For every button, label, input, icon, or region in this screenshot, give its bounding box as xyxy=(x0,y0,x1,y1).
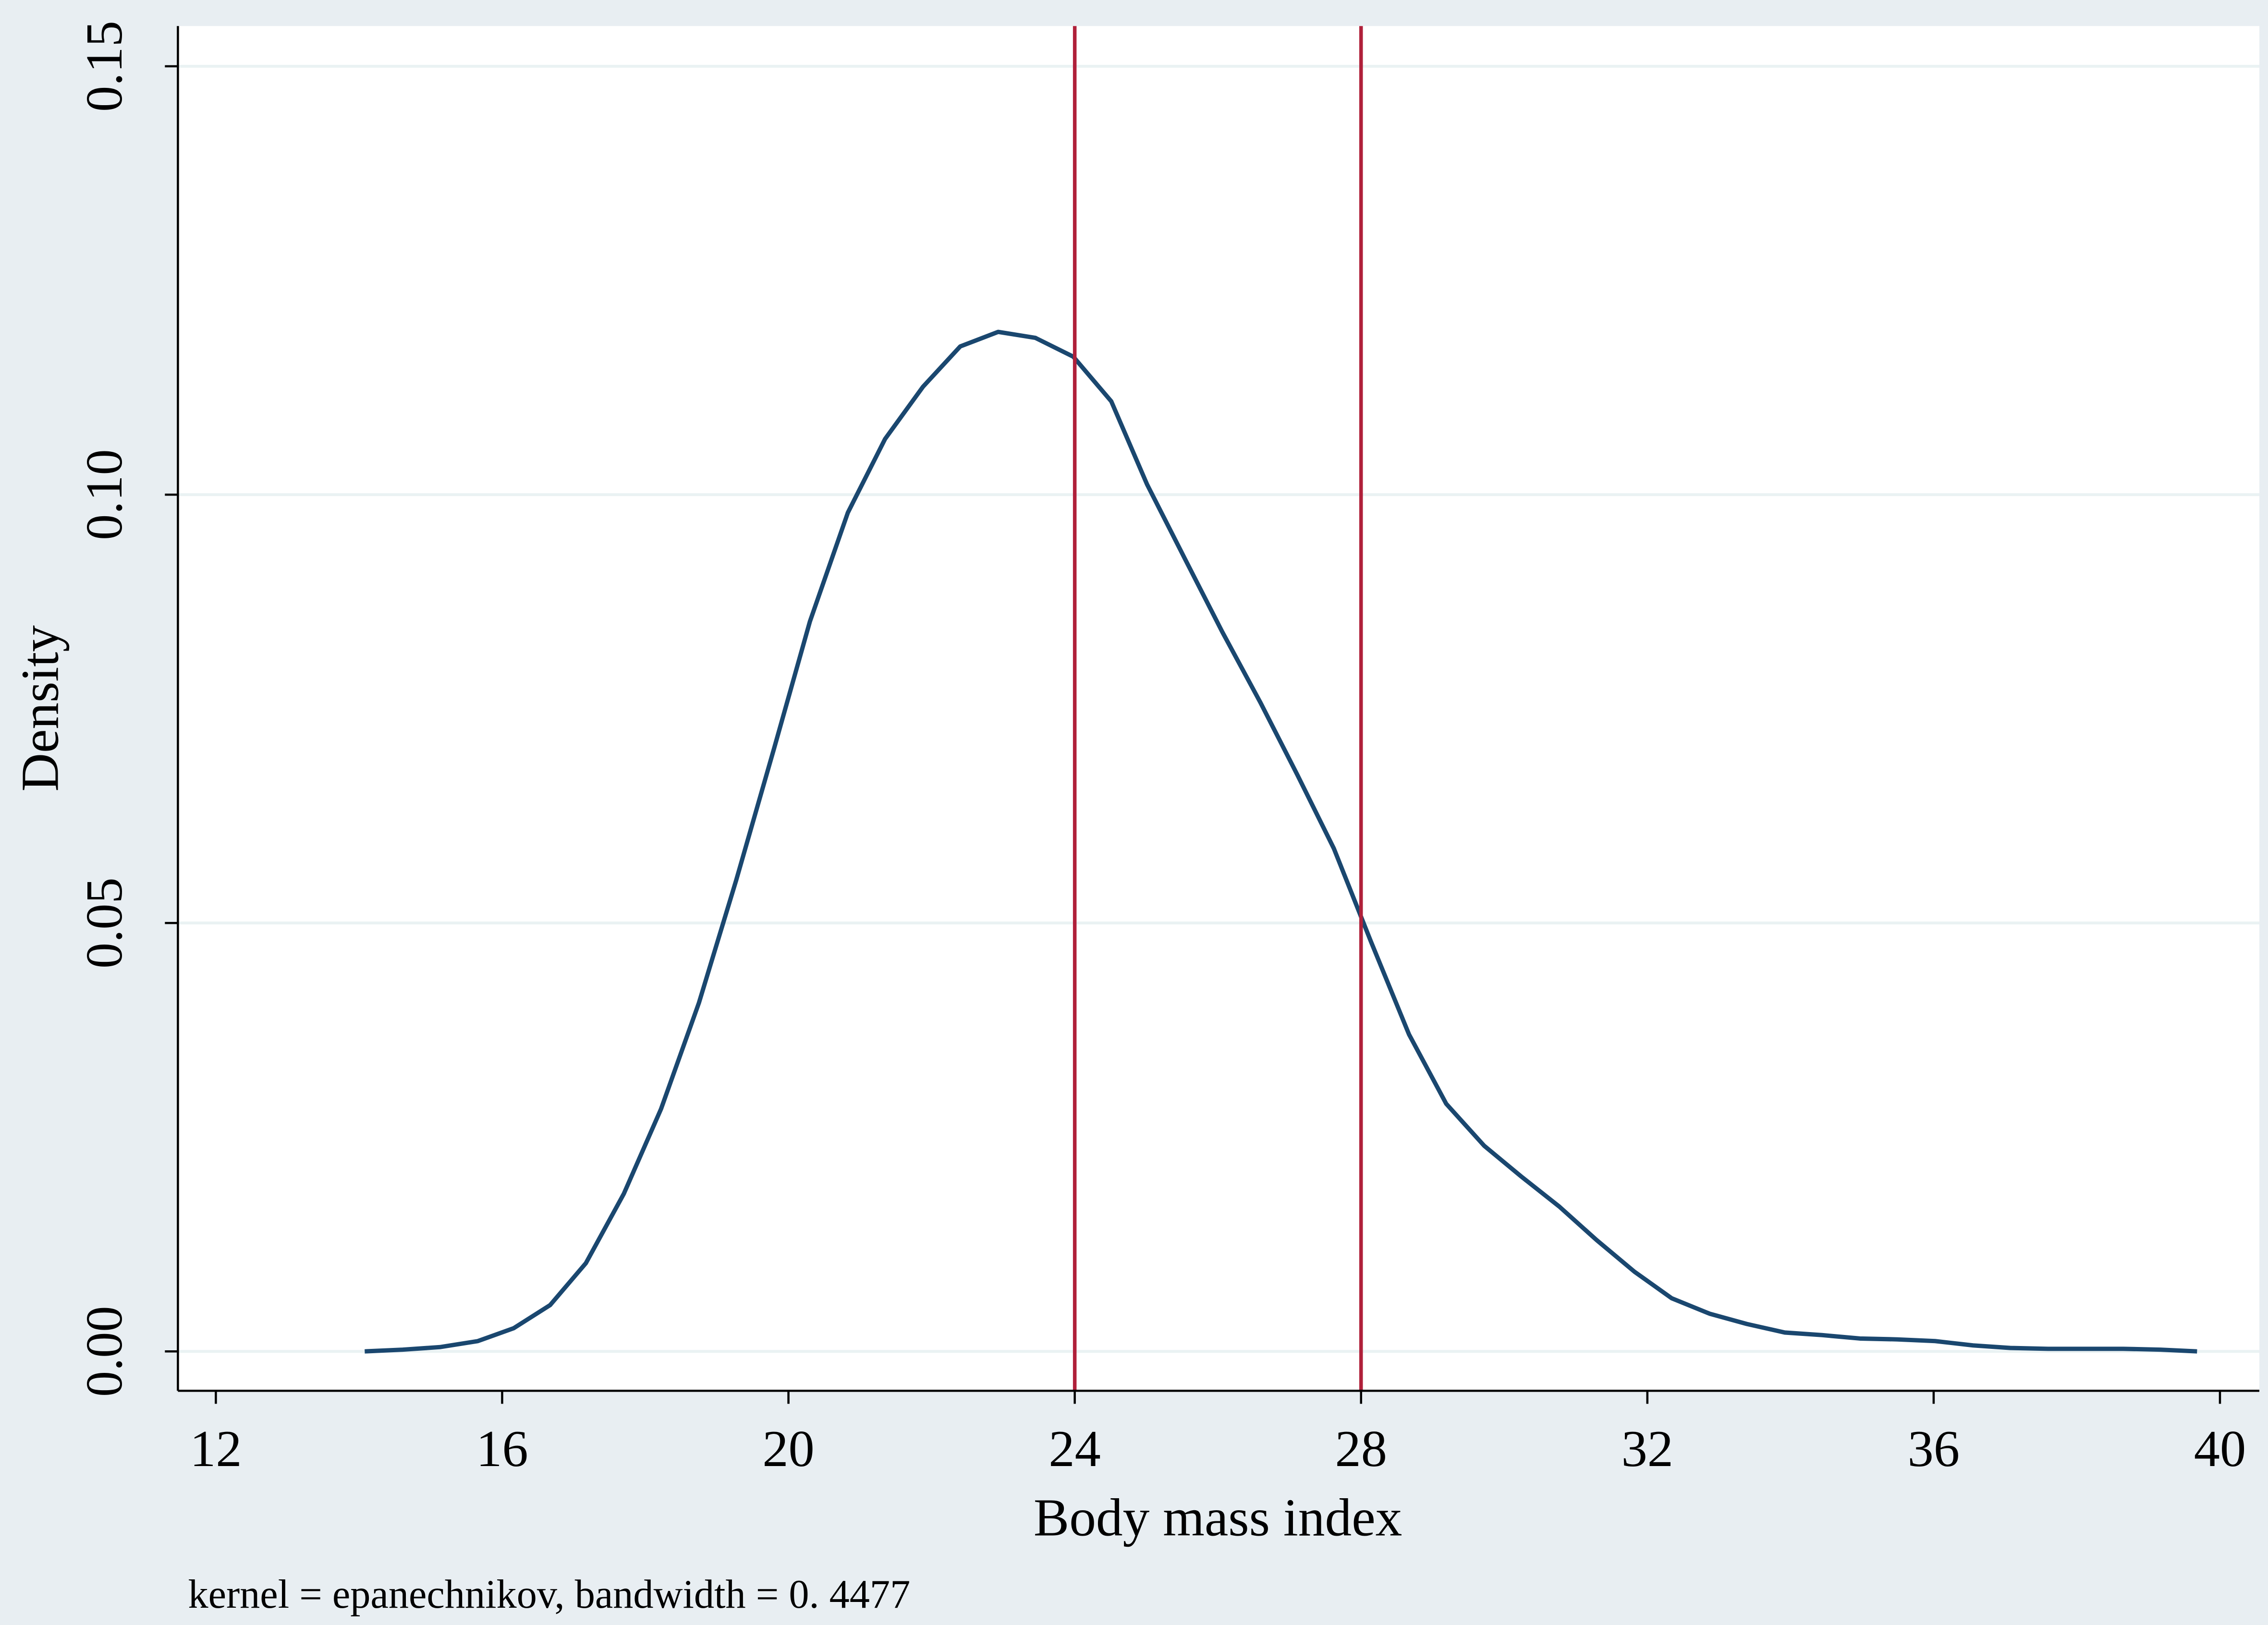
x-tick-label: 40 xyxy=(2194,1420,2246,1478)
x-tick-label: 12 xyxy=(190,1420,242,1478)
x-tick-label: 28 xyxy=(1335,1420,1387,1478)
x-tick-label: 20 xyxy=(762,1420,814,1478)
note: kernel = epanechnikov, bandwidth = 0. 44… xyxy=(188,1572,910,1617)
x-axis-title: Body mass index xyxy=(1034,1488,1402,1547)
y-tick-label: 0.05 xyxy=(75,877,133,969)
x-tick-label: 16 xyxy=(476,1420,528,1478)
y-tick-label: 0.15 xyxy=(75,21,133,112)
plot-area xyxy=(178,26,2259,1391)
y-tick-label: 0.00 xyxy=(75,1306,133,1397)
x-tick-label: 32 xyxy=(1622,1420,1673,1478)
y-tick-label: 0.10 xyxy=(75,449,133,540)
x-tick-label: 36 xyxy=(1908,1420,1960,1478)
density-line xyxy=(365,329,2197,1354)
y-axis-title: Density xyxy=(11,625,70,792)
x-tick-label: 24 xyxy=(1049,1420,1100,1478)
